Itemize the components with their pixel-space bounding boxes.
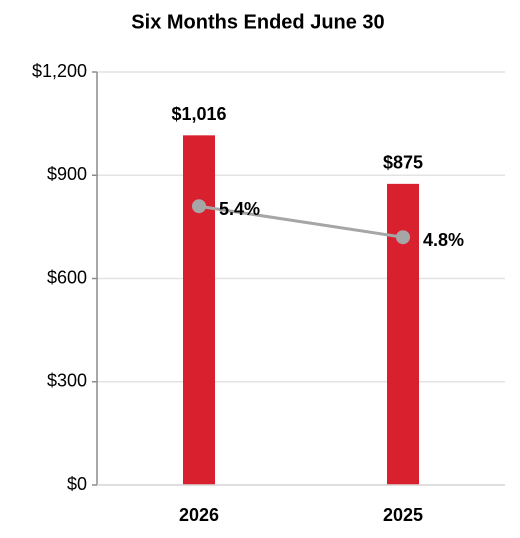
bar-value-label: $875 [383,153,423,173]
x-tick-label: 2025 [383,505,423,525]
line-value-label: 5.4% [219,199,260,219]
line-point [192,199,206,214]
y-tick-label: $300 [47,371,87,391]
y-tick-label: $1,200 [32,61,87,81]
x-tick-label: 2026 [179,505,219,525]
y-tick-label: $600 [47,267,87,287]
line-point [396,230,410,245]
bar-value-label: $1,016 [171,104,226,124]
line-value-label: 4.8% [423,230,464,250]
bar [183,135,215,485]
bar [387,183,419,485]
y-tick-label: $0 [67,474,87,494]
y-tick-label: $900 [47,164,87,184]
chart-title: Six Months Ended June 30 [131,11,384,33]
line [198,204,404,239]
